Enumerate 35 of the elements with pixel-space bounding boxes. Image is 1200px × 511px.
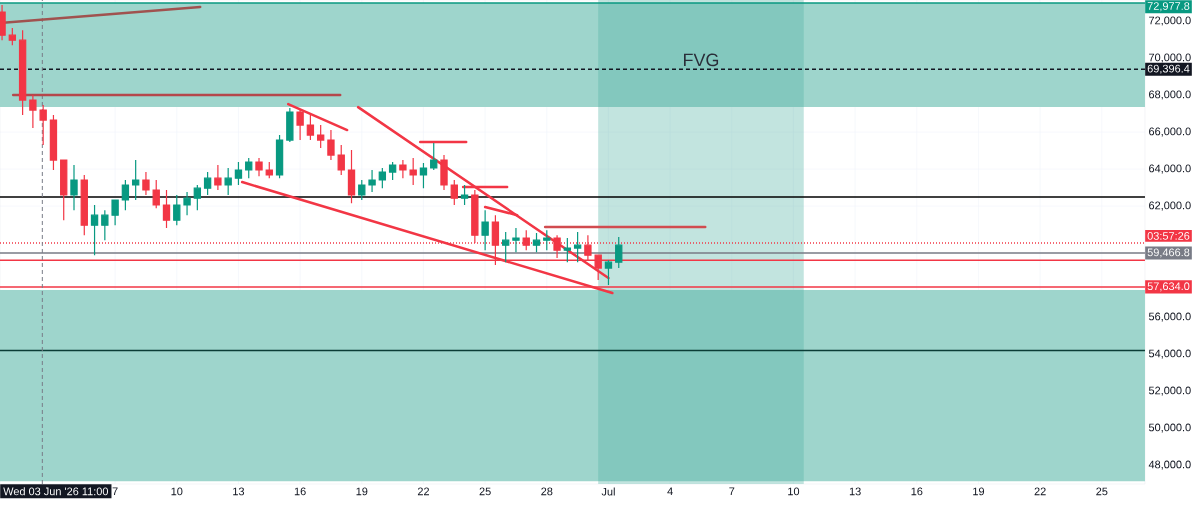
x-tick-label: 25 [1096, 487, 1108, 496]
y-tick-label: 72,000.0 [1149, 16, 1191, 26]
x-tick-label: 16 [294, 487, 306, 496]
x-tick-label: 22 [1034, 487, 1046, 496]
y-tick-label: 56,000.0 [1148, 312, 1191, 322]
x-tick-label: 4 [667, 487, 673, 496]
x-tick-label: 28 [541, 487, 553, 496]
y-tick-label: 66,000.0 [1149, 127, 1191, 137]
x-tick-label: 16 [911, 487, 923, 496]
y-tick-label: 54,000.0 [1148, 349, 1191, 359]
y-tick-label: 70,000.0 [1149, 53, 1191, 63]
x-tick-label: 25 [479, 487, 491, 496]
ref-line-label: Wed 03 Jun '26 11:00 [3, 487, 109, 496]
x-tick-label: 22 [417, 487, 429, 496]
ref-line-label: 57,634.0 [1147, 282, 1190, 292]
ref-line-label: 59,466.8 [1147, 248, 1190, 258]
x-tick-label: 19 [356, 487, 368, 496]
x-tick-label: 10 [171, 487, 183, 496]
x-tick-label: 13 [849, 487, 861, 496]
x-tick-label: 10 [788, 487, 800, 496]
text: 03:57:26 [1147, 232, 1190, 240]
x-tick-label: 13 [233, 487, 245, 496]
ref-line-label: 72,977.8 [1147, 2, 1190, 12]
y-tick-label: 48,000.0 [1148, 460, 1191, 470]
x-tick-label: Jul [601, 487, 615, 496]
x-tick-label: 19 [973, 487, 985, 496]
ref-line-label: 69,396.4 [1147, 64, 1190, 74]
y-tick-label: 62,000.0 [1149, 201, 1191, 211]
band-label: FVG [684, 53, 719, 67]
y-tick-label: 50,000.0 [1148, 423, 1191, 433]
y-tick-label: 68,000.0 [1149, 90, 1191, 100]
y-tick-label: 52,000.0 [1148, 386, 1191, 396]
x-tick-label: 7 [729, 487, 735, 496]
y-tick-label: 64,000.0 [1149, 164, 1191, 174]
x-tick-label: 7 [112, 487, 118, 496]
